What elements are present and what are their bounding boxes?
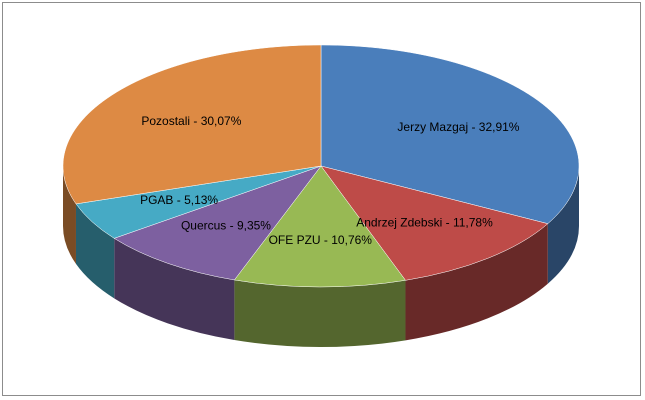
data-label: Andrzej Zdebski - 11,78% <box>356 215 493 229</box>
pie-side <box>234 279 406 347</box>
data-label: Quercus - 9,35% <box>181 219 271 233</box>
pie-slice <box>320 44 580 224</box>
data-label: Pozostali - 30,07% <box>141 114 241 128</box>
pie-side <box>75 203 115 299</box>
data-label: PGAB - 5,13% <box>140 193 218 207</box>
pie-side <box>547 166 579 284</box>
pie-side <box>114 238 235 340</box>
pie-tops <box>62 44 580 288</box>
pie-sides <box>63 166 579 347</box>
pie-slice <box>62 44 322 205</box>
pie-side <box>405 223 548 341</box>
pie-slice <box>113 165 322 281</box>
data-label: OFE PZU - 10,76% <box>269 233 373 247</box>
pie-slice <box>233 165 406 288</box>
pie-slice <box>320 165 549 281</box>
pie-side <box>63 166 76 264</box>
data-labels: Jerzy Mazgaj - 32,91% Andrzej Zdebski - 1… <box>140 114 520 247</box>
data-label: Jerzy Mazgaj - 32,91% <box>397 120 519 134</box>
